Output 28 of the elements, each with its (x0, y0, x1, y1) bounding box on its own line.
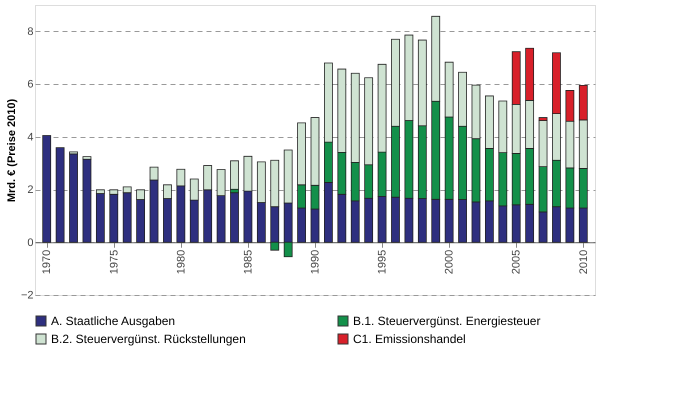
bar (82, 158, 92, 243)
bar (230, 192, 239, 243)
bar (109, 194, 118, 243)
bar (69, 154, 78, 243)
y-axis-title: Mrd. € (Preise 2010) (6, 98, 18, 202)
y-tick-label: 8 (27, 26, 34, 38)
y-tick-label: −2 (20, 290, 34, 302)
y-tick-label: 0 (27, 236, 34, 249)
x-tick-label: 1970 (41, 250, 54, 274)
legend-label: A. Staatliche Ausgaben (51, 314, 176, 328)
x-tick-label: 1975 (108, 250, 120, 274)
bar (96, 193, 105, 243)
legend-label: C1. Emissionshandel (353, 332, 466, 346)
bar (56, 147, 65, 243)
y-tick-label: 4 (27, 131, 34, 144)
x-tick-label: 1990 (310, 250, 322, 274)
bar (230, 160, 239, 190)
x-tick-label: 2005 (510, 250, 523, 274)
legend-label: B.2. Steuervergünst. Rückstellungen (51, 332, 246, 346)
x-tick-label: 1980 (175, 250, 188, 274)
x-tick-label: 1995 (376, 250, 389, 274)
legend-label: B.1. Steuervergünst. Energiesteuer (353, 314, 540, 328)
x-tick-label: 1985 (242, 250, 254, 274)
y-tick-label: 6 (27, 78, 34, 91)
x-tick-label: 2000 (444, 250, 456, 274)
x-tick-label: 2010 (578, 250, 590, 274)
bar (42, 135, 52, 243)
y-tick-label: 2 (27, 184, 34, 196)
